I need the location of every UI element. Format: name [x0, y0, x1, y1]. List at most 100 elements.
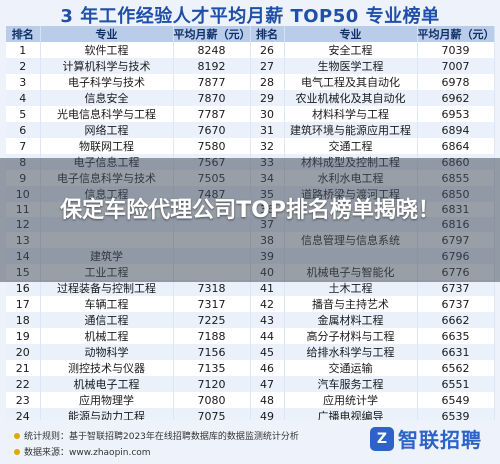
bullet-icon — [14, 448, 20, 455]
rank-cell: 4 — [6, 90, 41, 106]
bullet-icon — [14, 432, 20, 439]
major-cell: 农业机械化及其自动化 — [284, 90, 418, 106]
table-row: 5 光电信息科学与工程 7787 30 材料科学与工程 6953 — [6, 106, 495, 122]
major-cell: 电气工程及其自动化 — [284, 74, 418, 90]
major-cell: 应用统计学 — [284, 392, 418, 409]
rank-cell: 3 — [6, 74, 41, 90]
rank-cell: 42 — [250, 296, 285, 313]
major-cell: 土木工程 — [284, 280, 418, 297]
salary-cell: 7787 — [173, 106, 251, 122]
major-cell: 建筑环境与能源应用工程 — [284, 122, 418, 138]
rank-cell: 23 — [6, 392, 41, 409]
header-rank: 排名 — [250, 26, 285, 42]
rank-cell: 30 — [250, 106, 285, 122]
rank-cell: 32 — [250, 138, 285, 154]
major-cell: 网络工程 — [40, 122, 174, 138]
rank-cell: 31 — [250, 122, 285, 138]
rank-cell: 45 — [250, 344, 285, 361]
major-cell: 交通工程 — [284, 138, 418, 154]
footer: 统计规则：基于智联招聘2023年在线招聘数据库的数据监测统计分析 数据来源：ww… — [0, 420, 500, 464]
rank-cell: 16 — [6, 280, 41, 297]
headline: 保定车险代理公司TOP排名榜单揭晓！ — [0, 194, 500, 228]
rank-cell: 2 — [6, 58, 41, 74]
rank-cell: 43 — [250, 312, 285, 329]
rank-cell: 48 — [250, 392, 285, 409]
rank-cell: 29 — [250, 90, 285, 106]
table-row: 23 应用物理学 7080 48 应用统计学 6549 — [6, 392, 495, 409]
zhaopin-logo: Z 智联招聘 — [370, 424, 482, 453]
table-row: 4 信息安全 7870 29 农业机械化及其自动化 6962 — [6, 90, 495, 106]
header-rank: 排名 — [6, 26, 41, 42]
footer-rule-text: 统计规则：基于智联招聘2023年在线招聘数据库的数据监测统计分析 — [24, 432, 299, 442]
salary-cell: 7877 — [173, 74, 251, 90]
headline-text: 保定车险代理公司TOP排名榜单揭晓！ — [60, 198, 440, 223]
rank-cell: 19 — [6, 328, 41, 345]
major-cell: 过程装备与控制工程 — [40, 280, 174, 297]
salary-cell: 7870 — [173, 90, 251, 106]
table-row: 2 计算机科学与技术 8192 27 生物医学工程 7007 — [6, 58, 495, 74]
major-cell: 材料科学与工程 — [284, 106, 418, 122]
rank-cell: 20 — [6, 344, 41, 361]
rank-cell: 5 — [6, 106, 41, 122]
major-cell: 动物科学 — [40, 344, 174, 361]
table-row: 3 电子科学与技术 7877 28 电气工程及其自动化 6978 — [6, 74, 495, 90]
salary-cell: 6737 — [417, 280, 495, 297]
major-cell: 物联网工程 — [40, 138, 174, 154]
major-cell: 软件工程 — [40, 42, 174, 58]
salary-cell: 6549 — [417, 392, 495, 409]
major-cell: 光电信息科学与工程 — [40, 106, 174, 122]
table-row: 1 软件工程 8248 26 安全工程 7039 — [6, 42, 495, 58]
header-major: 专业 — [284, 26, 418, 42]
salary-cell: 7317 — [173, 296, 251, 313]
table-row: 7 物联网工程 7580 32 交通工程 6864 — [6, 138, 495, 154]
rank-cell: 1 — [6, 42, 41, 58]
salary-cell: 6631 — [417, 344, 495, 361]
footer-source: 数据来源：www.zhaopin.com — [14, 445, 151, 458]
salary-cell: 7670 — [173, 122, 251, 138]
major-cell: 金属材料工程 — [284, 312, 418, 329]
salary-cell: 6864 — [417, 138, 495, 154]
page-title: 3 年工作经验人才平均月薪 TOP50 专业榜单 — [60, 6, 440, 27]
major-cell: 应用物理学 — [40, 392, 174, 409]
salary-cell: 6953 — [417, 106, 495, 122]
rank-cell: 27 — [250, 58, 285, 74]
salary-cell: 7039 — [417, 42, 495, 58]
salary-cell: 6962 — [417, 90, 495, 106]
header-major: 专业 — [40, 26, 174, 42]
table-row: 22 机械电子工程 7120 47 汽车服务工程 6551 — [6, 376, 495, 393]
major-cell: 生物医学工程 — [284, 58, 418, 74]
salary-cell: 7580 — [173, 138, 251, 154]
rank-cell: 44 — [250, 328, 285, 345]
major-cell: 交通运输 — [284, 360, 418, 377]
rank-cell: 21 — [6, 360, 41, 377]
major-cell: 信息安全 — [40, 90, 174, 106]
major-cell: 通信工程 — [40, 312, 174, 329]
salary-cell: 7188 — [173, 328, 251, 345]
rank-cell: 6 — [6, 122, 41, 138]
rank-cell: 41 — [250, 280, 285, 297]
rank-cell: 46 — [250, 360, 285, 377]
logo-text: 智联招聘 — [398, 428, 482, 452]
salary-cell: 6635 — [417, 328, 495, 345]
major-cell: 安全工程 — [284, 42, 418, 58]
table-row: 20 动物科学 7156 45 给排水科学与工程 6631 — [6, 344, 495, 361]
salary-cell: 6978 — [417, 74, 495, 90]
salary-cell: 7080 — [173, 392, 251, 409]
rank-cell: 7 — [6, 138, 41, 154]
major-cell: 车辆工程 — [40, 296, 174, 313]
major-cell: 播音与主持艺术 — [284, 296, 418, 313]
salary-cell: 7225 — [173, 312, 251, 329]
table-row: 21 测控技术与仪器 7135 46 交通运输 6562 — [6, 360, 495, 377]
salary-cell: 8192 — [173, 58, 251, 74]
salary-cell: 7156 — [173, 344, 251, 361]
rank-cell: 28 — [250, 74, 285, 90]
header-salary: 平均月薪（元） — [417, 26, 495, 42]
table-row: 18 通信工程 7225 43 金属材料工程 6662 — [6, 312, 495, 329]
major-cell: 汽车服务工程 — [284, 376, 418, 393]
salary-cell: 6894 — [417, 122, 495, 138]
major-cell: 电子科学与技术 — [40, 74, 174, 90]
rank-cell: 17 — [6, 296, 41, 313]
salary-cell: 6662 — [417, 312, 495, 329]
footer-source-text: 数据来源：www.zhaopin.com — [24, 448, 151, 458]
rank-cell: 18 — [6, 312, 41, 329]
